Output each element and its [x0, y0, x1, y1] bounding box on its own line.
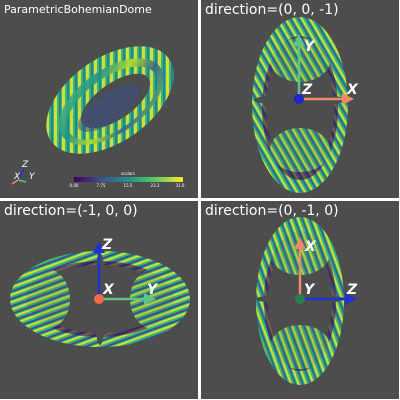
view-title: ParametricBohemianDome	[4, 3, 152, 16]
triad-z-label: Z	[21, 160, 29, 170]
x-axis-dot	[94, 294, 104, 304]
x-axis-label: X	[346, 82, 359, 98]
view-title: direction=(0, 0, -1)	[205, 2, 339, 18]
z-axis-label: Z	[101, 237, 113, 253]
y-axis-label: Y	[147, 282, 159, 298]
surface-render-neg-y[interactable]: X Z Y	[201, 201, 399, 399]
z-axis-label: Z	[346, 282, 358, 298]
colorbar-tick: 7.75	[97, 183, 106, 188]
colorbar-tick: 23.3	[151, 183, 160, 188]
z-axis-dot	[294, 94, 304, 104]
colorbar-title: scalars	[121, 171, 135, 176]
colorbar-gradient	[74, 177, 183, 182]
orientation-triad: Z X Y	[11, 160, 36, 185]
viewport-neg-z[interactable]: Y X Z direction=(0, 0, -1)	[201, 0, 399, 198]
view-title: direction=(-1, 0, 0)	[4, 203, 138, 219]
y-axis-dot	[295, 294, 305, 304]
y-axis-label: Y	[304, 282, 316, 298]
viewport-neg-x[interactable]: Z Y X direction=(-1, 0, 0)	[0, 201, 198, 399]
surface-render-oblique[interactable]	[0, 0, 198, 198]
colorbar-tick: 0.00	[70, 183, 79, 188]
colorbar-tick: 31.0	[176, 183, 185, 188]
z-axis-label: Z	[301, 82, 313, 98]
x-axis-label: X	[304, 239, 317, 255]
triad-y-label: Y	[29, 172, 36, 182]
view-title: direction=(0, -1, 0)	[205, 203, 339, 219]
triad-x-label: X	[13, 172, 21, 182]
y-axis-label: Y	[304, 39, 316, 55]
colorbar: scalars 0.00 7.75 15.5 23.3 31.0	[70, 171, 185, 188]
viewport-oblique[interactable]: ParametricBohemianDome scalars 0.00 7.75…	[0, 0, 198, 198]
viewport-neg-y[interactable]: X Z Y direction=(0, -1, 0)	[201, 201, 399, 399]
surface-render-neg-z[interactable]: Y X Z	[201, 0, 399, 198]
x-axis-label: X	[102, 282, 115, 298]
colorbar-tick: 15.5	[124, 183, 133, 188]
surface-render-neg-x[interactable]: Z Y X	[0, 201, 198, 399]
